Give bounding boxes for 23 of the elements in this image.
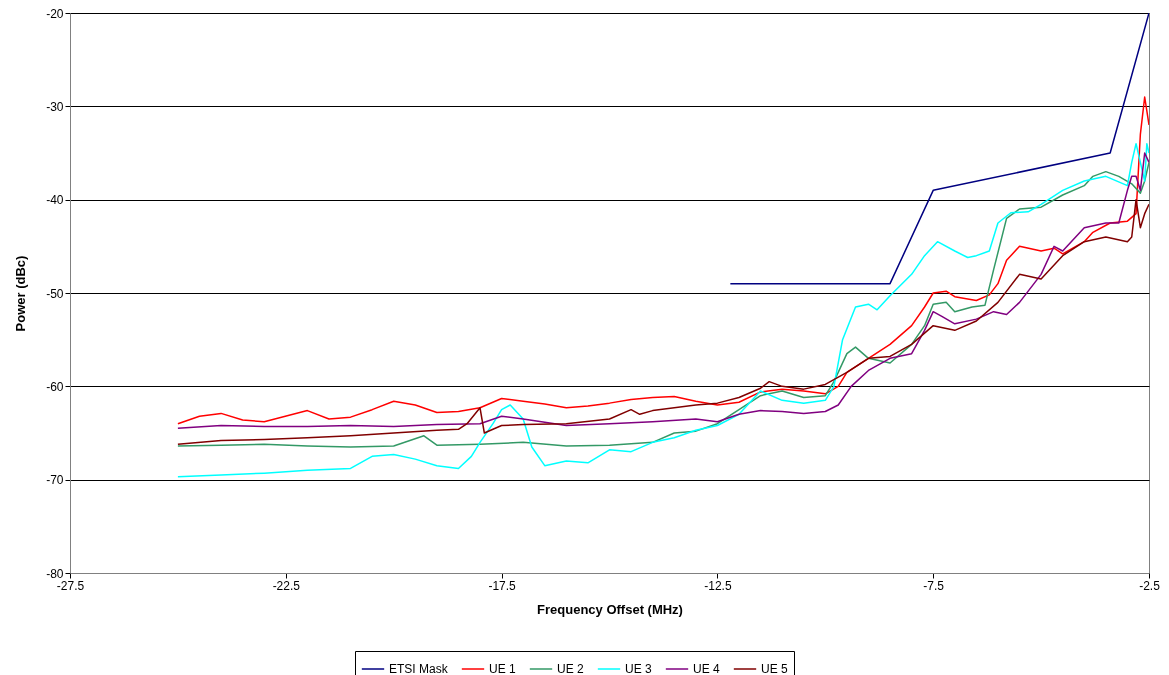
- x-tick-label: -2.5: [1139, 578, 1161, 593]
- legend-label: UE 1: [489, 662, 516, 675]
- x-tick-label: -7.5: [923, 578, 945, 593]
- x-tick-label: -22.5: [272, 578, 301, 593]
- x-tick-label: -17.5: [488, 578, 517, 593]
- y-axis-title: Power (dBc): [13, 255, 29, 332]
- legend-label: UE 2: [557, 662, 584, 675]
- legend-label: UE 4: [693, 662, 720, 675]
- y-tick-label: -50: [46, 286, 64, 301]
- x-tick-label: -12.5: [704, 578, 732, 593]
- y-tick-label: -70: [46, 473, 64, 488]
- legend-label: UE 5: [761, 662, 788, 675]
- y-tick-label: -40: [46, 193, 64, 208]
- y-tick-label: -80: [46, 566, 64, 581]
- line-series: [177, 96, 1149, 425]
- x-axis-title: Frequency Offset (MHz): [537, 601, 683, 617]
- y-tick-label: -30: [46, 99, 64, 114]
- y-tick-label: -60: [46, 379, 64, 394]
- legend-label: ETSI Mask: [389, 662, 449, 675]
- legend-label: UE 3: [625, 662, 652, 675]
- y-tick-label: -20: [46, 6, 64, 21]
- line-series: [729, 13, 1149, 285]
- x-tick-label: -27.5: [56, 578, 85, 593]
